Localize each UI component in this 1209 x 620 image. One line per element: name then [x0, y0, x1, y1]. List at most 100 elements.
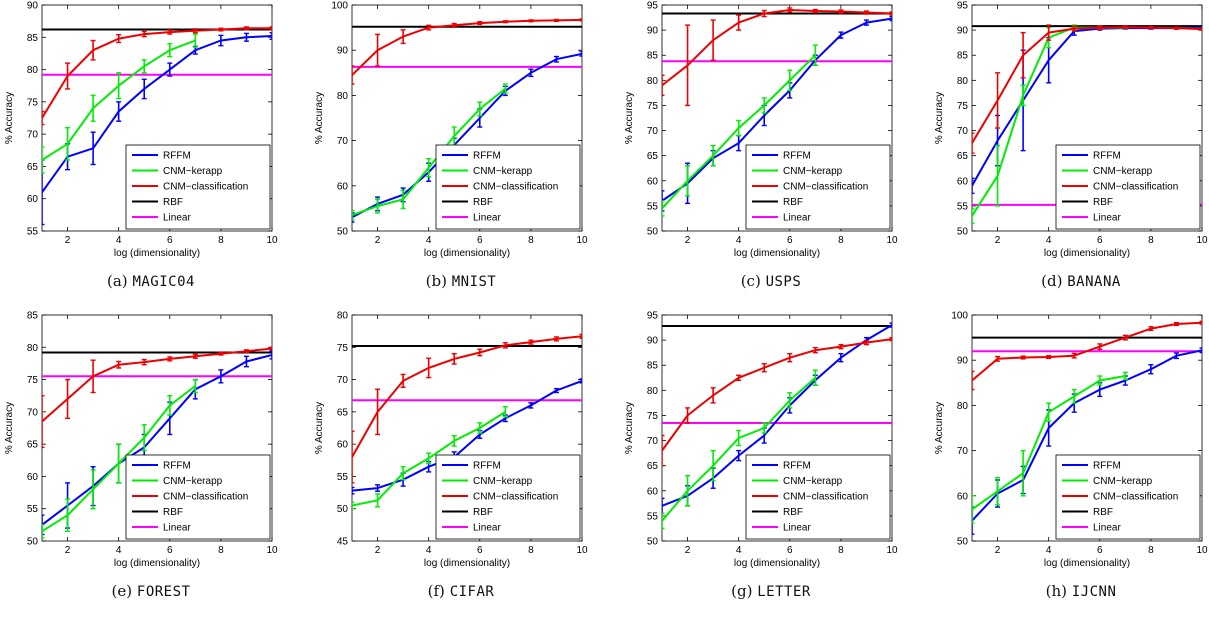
plot-area — [42, 26, 272, 226]
chart-panel: 2 4 6 8 10 50 55 60 65 70 75 80 85 90 95 log (dimension… — [930, 0, 1209, 310]
chart-svg: 2 4 6 8 10 50 55 60 65 70 75 80 85 90 95 log (dimension… — [624, 1, 898, 260]
subfigure-caption: (d) BANANA — [930, 272, 1209, 290]
plot-area — [352, 333, 582, 510]
y-tick-label: 50 — [337, 504, 349, 515]
caption-label: (b) — [425, 272, 447, 290]
legend-label: CNM−classification — [473, 492, 558, 503]
chart-panel: 2 4 6 8 10 55 60 65 70 75 80 85 90 log (dimensionalit… — [0, 0, 302, 310]
y-tick-label: 75 — [647, 411, 659, 422]
y-tick-label: 90 — [957, 26, 969, 37]
x-tick-label: 8 — [838, 235, 844, 246]
chart-svg: 2 4 6 8 10 50 55 60 65 70 75 80 85 90 95 log (dimension… — [624, 311, 898, 570]
chart-panel: 2 4 6 8 10 50 60 70 80 90 100 log (dimensionality)%… — [930, 310, 1209, 620]
y-tick-label: 75 — [337, 343, 349, 354]
legend-label: CNM−kerapp — [473, 166, 533, 177]
y-tick-label: 55 — [27, 504, 39, 515]
y-tick-label: 85 — [27, 33, 39, 44]
x-tick-label: 2 — [995, 545, 1001, 556]
y-tick-label: 75 — [957, 101, 969, 112]
legend-label: RBF — [783, 197, 803, 208]
x-tick-label: 4 — [426, 545, 432, 556]
x-tick-label: 8 — [1148, 545, 1154, 556]
y-tick-label: 50 — [647, 227, 659, 238]
chart-panel: 2 4 6 8 10 45 50 55 60 65 70 75 80 log (dimensionalit… — [310, 310, 612, 620]
y-axis-label: % Accuracy — [624, 92, 635, 144]
y-tick-label: 70 — [337, 136, 349, 147]
y-axis-label: % Accuracy — [4, 92, 15, 144]
x-axis-label: log (dimensionality) — [424, 558, 510, 569]
x-tick-label: 10 — [1196, 235, 1208, 246]
chart-svg: 2 4 6 8 10 50 55 60 65 70 75 80 85 90 95 log (dimension… — [934, 1, 1208, 260]
plot-area — [662, 7, 892, 217]
y-axis-label: % Accuracy — [314, 402, 325, 454]
legend-label: RFFM — [473, 461, 501, 472]
y-tick-label: 85 — [957, 51, 969, 62]
x-tick-label: 8 — [528, 545, 534, 556]
legend-label: CNM−kerapp — [163, 476, 223, 487]
caption-label: (c) — [740, 272, 761, 290]
x-tick-label: 8 — [1148, 235, 1154, 246]
chart-svg: 2 4 6 8 10 50 60 70 80 90 100 log (dimensionality)%… — [934, 311, 1208, 570]
series-line — [42, 35, 272, 193]
x-tick-label: 10 — [576, 545, 588, 556]
caption-label: (g) — [731, 582, 753, 600]
y-tick-label: 50 — [337, 227, 349, 238]
series-line — [42, 27, 272, 119]
x-tick-label: 2 — [375, 235, 381, 246]
y-tick-label: 95 — [647, 1, 659, 12]
chart-panel: 2 4 6 8 10 50 55 60 65 70 75 80 85 90 95 log (dimension… — [620, 310, 922, 620]
legend-label: CNM−classification — [163, 492, 248, 503]
legend-label: Linear — [783, 213, 811, 224]
series-line — [662, 324, 892, 507]
x-tick-label: 4 — [736, 545, 742, 556]
y-tick-label: 65 — [647, 461, 659, 472]
x-tick-label: 6 — [167, 545, 173, 556]
y-tick-label: 70 — [337, 375, 349, 386]
y-tick-label: 85 — [27, 311, 39, 322]
y-tick-label: 65 — [337, 407, 349, 418]
chart-panel: 2 4 6 8 10 50 60 70 80 90 100 log (dimensionality)%… — [310, 0, 612, 310]
series-line — [42, 347, 272, 423]
y-tick-label: 80 — [647, 76, 659, 87]
x-tick-label: 2 — [375, 545, 381, 556]
y-tick-label: 60 — [27, 194, 39, 205]
legend-label: RFFM — [473, 151, 501, 162]
dataset-name: MAGIC04 — [132, 274, 195, 290]
y-tick-label: 80 — [647, 386, 659, 397]
caption-label: (e) — [111, 582, 133, 600]
legend-label: RBF — [1093, 507, 1113, 518]
legend-label: RBF — [473, 197, 493, 208]
legend-label: CNM−kerapp — [783, 476, 843, 487]
legend-label: Linear — [783, 523, 811, 534]
y-tick-label: 70 — [27, 407, 39, 418]
y-tick-label: 80 — [27, 65, 39, 76]
legend: RFFM CNM−kerapp CNM−classification RBF Linea… — [1055, 144, 1201, 230]
series-line — [972, 26, 1202, 144]
subfigure-caption: (h) IJCNN — [930, 582, 1209, 600]
y-axis-label: % Accuracy — [4, 402, 15, 454]
legend-label: RFFM — [1093, 461, 1121, 472]
series-line — [972, 321, 1202, 382]
legend-label: CNM−kerapp — [1093, 476, 1153, 487]
legend-label: CNM−classification — [783, 182, 868, 193]
y-tick-label: 75 — [27, 375, 39, 386]
plot-frame — [971, 314, 1203, 542]
legend-label: RFFM — [783, 461, 811, 472]
x-tick-label: 2 — [685, 545, 691, 556]
chart-svg: 2 4 6 8 10 55 60 65 70 75 80 85 90 log (dimensionalit… — [4, 1, 278, 260]
y-tick-label: 100 — [331, 1, 348, 12]
x-tick-label: 8 — [218, 235, 224, 246]
legend-label: CNM−kerapp — [163, 166, 223, 177]
plot-area — [662, 322, 892, 530]
legend-label: RFFM — [163, 461, 191, 472]
chart-svg: 2 4 6 8 10 45 50 55 60 65 70 75 80 log (dimensionalit… — [314, 311, 588, 570]
y-tick-label: 55 — [647, 201, 659, 212]
dataset-name: USPS — [765, 274, 802, 290]
subfigure-caption: (b) MNIST — [310, 272, 612, 290]
series-line — [352, 52, 582, 219]
legend: RFFM CNM−kerapp CNM−classification RBF Linea… — [435, 144, 581, 230]
y-tick-label: 90 — [27, 1, 39, 12]
x-tick-label: 6 — [787, 545, 793, 556]
legend-label: RFFM — [1093, 151, 1121, 162]
y-tick-label: 60 — [647, 176, 659, 187]
